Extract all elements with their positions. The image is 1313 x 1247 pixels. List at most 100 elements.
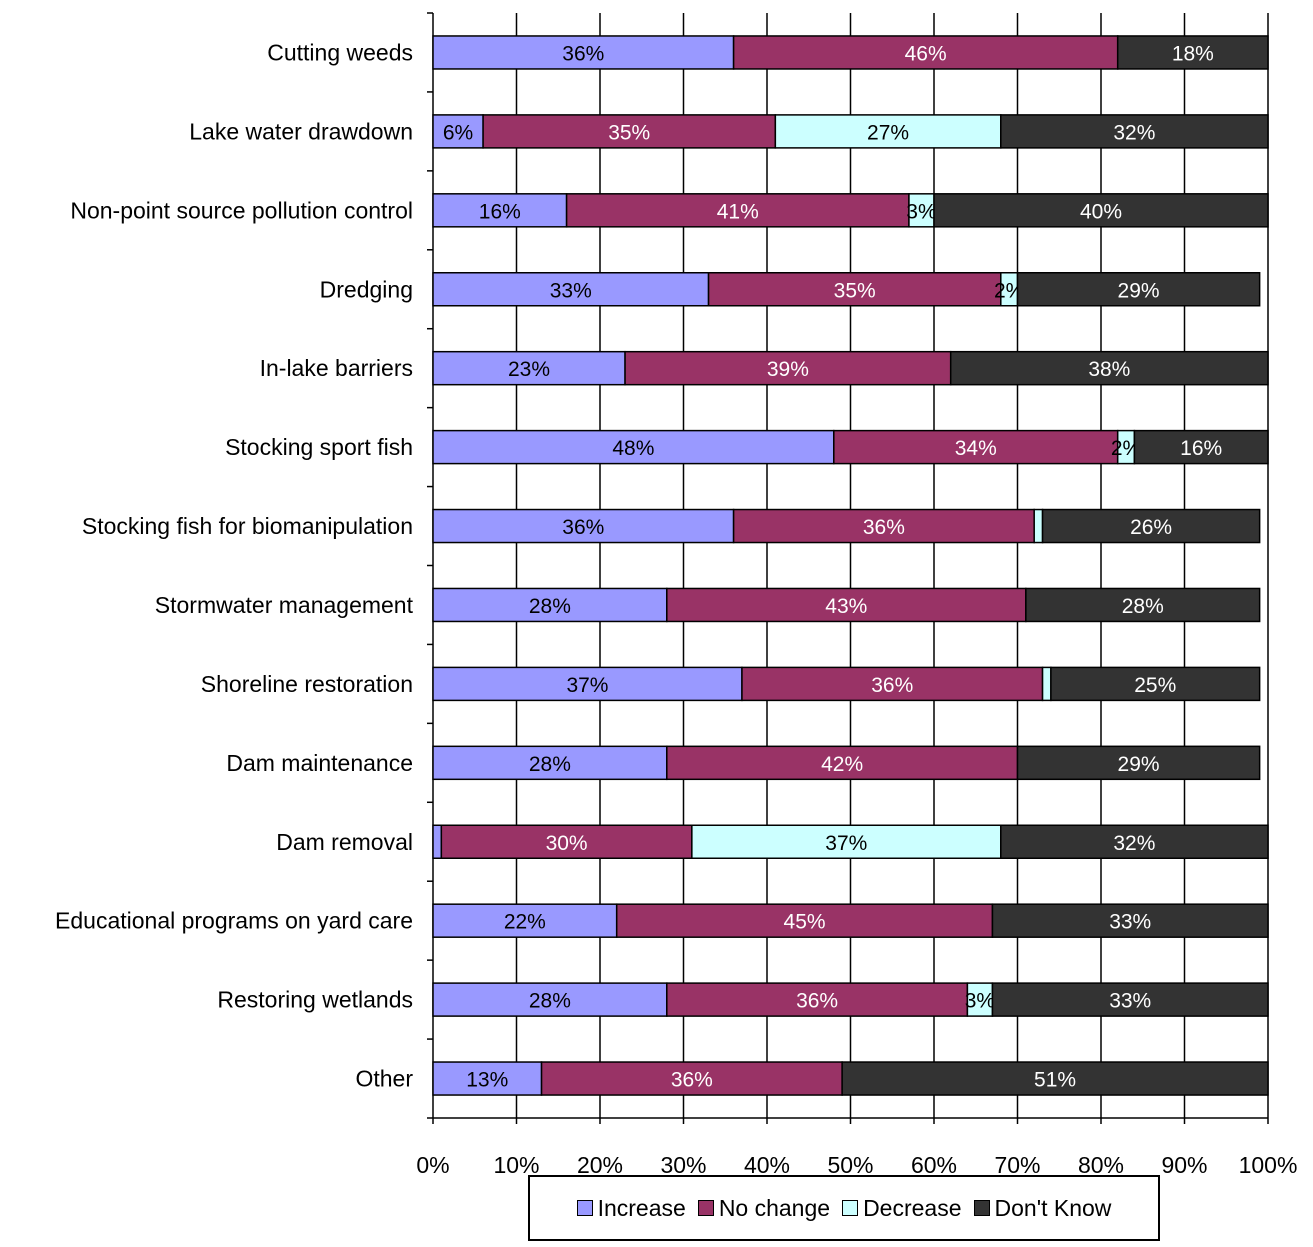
data-label: 36%: [796, 990, 838, 1013]
bar-segment-increase: [432, 350, 626, 386]
data-label: 28%: [1122, 595, 1164, 618]
legend-label-dont-know: Don't Know: [994, 1194, 1112, 1221]
bar-segment-dont-know: [1025, 587, 1261, 623]
data-label: 38%: [1088, 358, 1130, 381]
legend-item-increase: Increase: [576, 1195, 686, 1222]
bar-segment-no-change: [732, 35, 1119, 70]
data-label: 41%: [717, 200, 759, 223]
bar-segment-no-change: [666, 587, 1027, 623]
data-label: 34%: [955, 437, 997, 460]
bar-segment-increase: [432, 272, 710, 307]
bar-segment-no-change: [741, 666, 1044, 702]
category-label: Stormwater management: [155, 592, 414, 618]
bar-segment-decrease: [1033, 508, 1044, 544]
bar-segment-dont-know: [933, 193, 1269, 228]
category-label: Stocking sport fish: [225, 434, 413, 460]
data-label: 22%: [504, 911, 546, 934]
bar-segment-no-change: [666, 982, 969, 1017]
x-tick-label: 0%: [416, 1152, 449, 1178]
data-label: 2%: [994, 279, 1024, 302]
bar-segment-increase: [432, 193, 568, 228]
data-label: 35%: [834, 279, 876, 302]
bar-segment-dont-know: [1116, 35, 1269, 70]
data-label: 3%: [906, 200, 936, 223]
data-label: 45%: [784, 911, 826, 934]
bar-segment-no-change: [540, 1061, 843, 1096]
category-label: In-lake barriers: [260, 355, 413, 381]
bar-segment-dont-know: [991, 982, 1269, 1017]
data-label: 37%: [566, 674, 608, 697]
bar-segment-increase: [432, 1061, 543, 1096]
data-label: 26%: [1130, 516, 1172, 539]
legend-swatch-no-change: [697, 1200, 714, 1216]
legend-swatch-increase: [576, 1200, 593, 1216]
data-label: 36%: [671, 1069, 713, 1092]
data-label: 18%: [1172, 42, 1214, 65]
data-label: 46%: [905, 42, 947, 65]
x-tick-label: 40%: [744, 1152, 790, 1178]
bar-segment-dont-know: [841, 1061, 1269, 1096]
data-label: 43%: [825, 595, 867, 618]
category-label: Shoreline restoration: [201, 671, 413, 697]
legend-item-decrease: Decrease: [842, 1194, 962, 1222]
bar-segment-dont-know: [991, 903, 1269, 938]
data-label: 36%: [871, 674, 913, 697]
data-label: 28%: [529, 595, 571, 618]
legend-label-decrease: Decrease: [863, 1194, 962, 1221]
bar-segment-increase: [432, 824, 443, 859]
bar-segment-no-change: [707, 272, 1002, 307]
legend-item-dont-know: Don't Know: [973, 1194, 1112, 1222]
x-tick-label: 90%: [1161, 1152, 1207, 1178]
legend-item-no-change: No change: [697, 1195, 830, 1222]
category-label: Educational programs on yard care: [55, 908, 413, 934]
bar-segment-dont-know: [1000, 824, 1269, 859]
bar-segment-no-change: [565, 193, 910, 228]
x-tick-label: 10%: [493, 1152, 539, 1178]
bar-segment-increase: [432, 114, 484, 149]
bar-segment-decrease: [691, 824, 1002, 859]
bar-segment-no-change: [732, 508, 1035, 544]
data-label: 40%: [1080, 200, 1122, 223]
category-label: Lake water drawdown: [189, 118, 413, 144]
data-label: 36%: [562, 516, 604, 539]
category-label: Restoring wetlands: [217, 987, 413, 1013]
bar-segment-increase: [432, 982, 668, 1017]
category-label: Non-point source pollution control: [70, 197, 413, 223]
category-label: Cutting weeds: [267, 39, 413, 65]
data-label: 30%: [546, 832, 588, 855]
category-label: Other: [355, 1066, 413, 1092]
bar-segment-no-change: [482, 114, 777, 149]
data-label: 6%: [443, 121, 473, 144]
data-label: 29%: [1118, 279, 1160, 302]
data-label: 27%: [867, 121, 909, 144]
bar-segment-increase: [432, 587, 668, 623]
bar-segment-dont-know: [1133, 429, 1269, 465]
legend-swatch-decrease: [842, 1200, 859, 1216]
data-label: 37%: [825, 832, 867, 855]
bar-segment-dont-know: [1016, 745, 1261, 781]
data-label: 23%: [508, 358, 550, 381]
bar-segment-no-change: [624, 350, 952, 386]
bar-segment-increase: [432, 745, 668, 781]
data-label: 2%: [1111, 437, 1141, 460]
x-tick-label: 80%: [1078, 1152, 1124, 1178]
data-label: 51%: [1034, 1069, 1076, 1092]
x-tick-label: 50%: [827, 1152, 873, 1178]
bar-segment-decrease: [1041, 666, 1052, 702]
bar-segment-decrease: [774, 114, 1002, 149]
bar-segment-no-change: [833, 429, 1119, 465]
data-label: 35%: [608, 121, 650, 144]
x-tick-label: 20%: [577, 1152, 623, 1178]
data-label: 29%: [1118, 753, 1160, 776]
bar-segment-no-change: [615, 903, 994, 938]
bar-segment-increase: [432, 429, 835, 465]
data-label: 13%: [466, 1069, 508, 1092]
data-label: 33%: [1109, 911, 1151, 934]
bar-segment-increase: [432, 35, 735, 70]
data-label: 48%: [612, 437, 654, 460]
data-label: 32%: [1113, 832, 1155, 855]
chart-legend: Increase No change Decrease Don't Know: [528, 1175, 1160, 1241]
bar-segment-decrease: [966, 982, 994, 1017]
bar-segment-dont-know: [949, 350, 1269, 386]
